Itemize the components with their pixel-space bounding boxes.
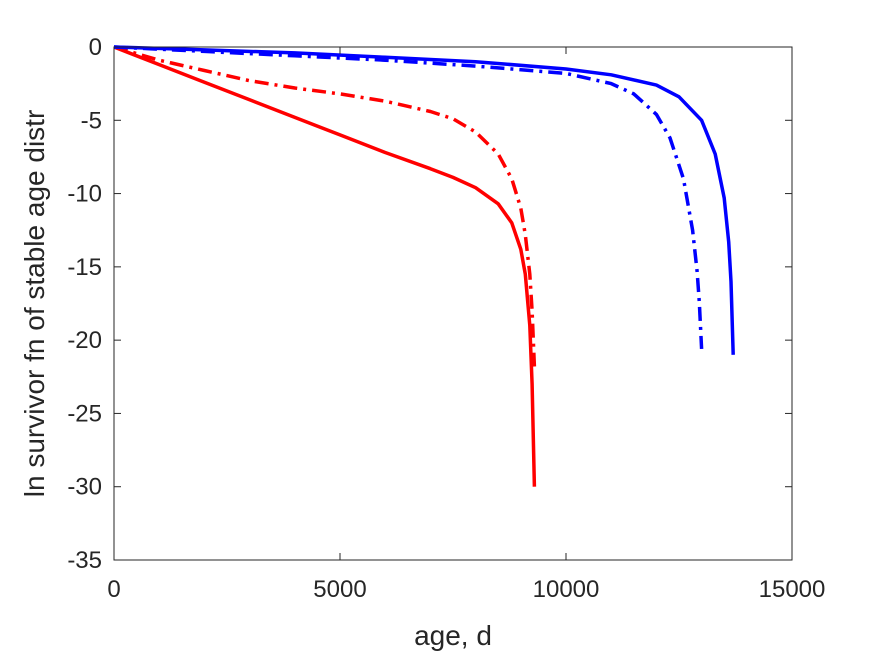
y-tick-label: -15 [67, 254, 102, 281]
y-tick-label: -5 [81, 107, 102, 134]
series-layer [113, 45, 735, 487]
y-tick-label: -30 [67, 474, 102, 501]
x-tick-label: 15000 [759, 576, 826, 603]
y-tick-label: 0 [89, 34, 102, 61]
y-axis-label: ln survivor fn of stable age distr [19, 110, 50, 498]
x-tick-label: 5000 [313, 576, 366, 603]
tick-labels: 0 5000 10000 15000 0 -5 -10 -15 -20 -25 -30 -35 [67, 34, 825, 603]
series-line-2-dashdot [113, 45, 537, 367]
series-line-3-solid [113, 45, 735, 355]
y-tick-label: -35 [67, 547, 102, 574]
x-axis-label: age, d [414, 620, 492, 651]
x-tick-label: 10000 [533, 576, 600, 603]
y-tick-label: -20 [67, 327, 102, 354]
series-line-1-solid [113, 45, 537, 487]
x-tick-label: 0 [107, 576, 120, 603]
axis-ticks [113, 46, 793, 561]
y-tick-label: -10 [67, 181, 102, 208]
plot-area-frame [113, 46, 793, 561]
y-tick-label: -25 [67, 400, 102, 427]
series-line-4-dashdot [113, 45, 704, 349]
